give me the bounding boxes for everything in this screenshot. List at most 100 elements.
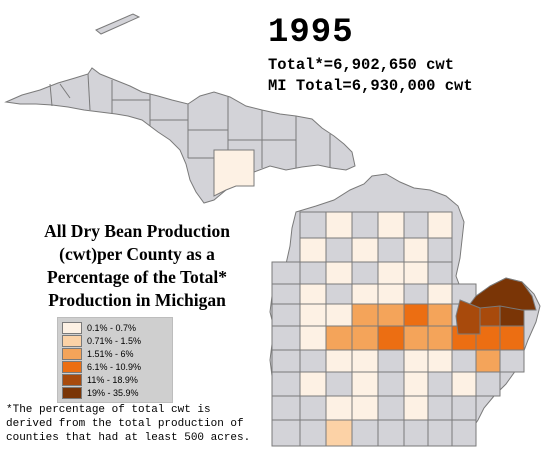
county-cell [499, 349, 525, 373]
total-line: Total*=6,902,650 cwt [268, 56, 455, 74]
legend-label: 0.1% - 0.7% [87, 323, 137, 333]
county-cell [271, 371, 301, 397]
footnote-line: counties that had at least 500 acres. [6, 432, 251, 444]
county-cell [427, 211, 453, 239]
county-cell [403, 395, 429, 421]
county-cell [427, 325, 453, 351]
county-cell [451, 419, 477, 447]
county-cell [351, 371, 379, 397]
county-cell [271, 261, 301, 285]
legend-label: 19% - 35.9% [87, 388, 139, 398]
county-cell [325, 419, 353, 447]
county-cell [325, 371, 353, 397]
title-line: Production in Michigan [48, 290, 226, 310]
county-cell [377, 283, 405, 305]
county-cell [351, 395, 379, 421]
county-huron [469, 277, 537, 311]
legend-label: 11% - 18.9% [87, 375, 138, 385]
county-cell [299, 283, 327, 305]
county-cell [271, 419, 301, 447]
county-cell [325, 325, 353, 351]
county-tuscola [455, 299, 481, 335]
county-cell [403, 283, 429, 305]
county-cell [351, 349, 379, 373]
map-title: All Dry Bean Production (cwt)per County … [8, 220, 266, 312]
county-cell [475, 371, 501, 397]
county-cell [351, 211, 379, 239]
county-cell [403, 237, 429, 263]
county-cell [403, 349, 429, 373]
county-cell [377, 419, 405, 447]
county-cell [299, 371, 327, 397]
legend-item: 6.1% - 10.9% [62, 361, 141, 373]
county-cell [271, 303, 301, 327]
legend-box: 0.1% - 0.7% 0.71% - 1.5% 1.51% - 6% 6.1%… [57, 317, 173, 403]
county-cell [403, 261, 429, 285]
upper-peninsula-outline [4, 67, 356, 204]
legend-swatch [62, 348, 82, 360]
county-cell [271, 395, 301, 421]
upper-peninsula [4, 13, 356, 204]
county-cell [427, 349, 453, 373]
legend-label: 6.1% - 10.9% [87, 362, 142, 372]
legend-swatch [62, 361, 82, 373]
county-cell [325, 261, 353, 285]
lower-peninsula [269, 173, 541, 447]
county-cell [351, 283, 379, 305]
county-cell [403, 419, 429, 447]
footnote: *The percentage of total cwt is derived … [6, 403, 306, 445]
county-cell [427, 371, 453, 397]
county-cell [271, 283, 301, 305]
county-cell [403, 303, 429, 327]
county-cell [299, 237, 327, 263]
county-border [49, 83, 53, 107]
county-cell [325, 237, 353, 263]
county-cell [403, 325, 429, 351]
legend-label: 1.51% - 6% [87, 349, 134, 359]
year-heading: 1995 [268, 14, 354, 52]
legend-item: 19% - 35.9% [62, 387, 139, 399]
county-cell [325, 395, 353, 421]
footnote-line: *The percentage of total cwt is [6, 404, 211, 416]
county-cell [427, 283, 453, 305]
county-cell [427, 303, 453, 327]
county-cell [299, 303, 327, 327]
legend-item: 0.1% - 0.7% [62, 322, 136, 334]
county-cell [377, 211, 405, 239]
county-cell [351, 419, 379, 447]
title-line: Percentage of the Total* [47, 267, 227, 287]
title-line: All Dry Bean Production [44, 221, 230, 241]
county-cell [451, 371, 477, 397]
county-cell [377, 395, 405, 421]
title-line: (cwt)per County as a [59, 244, 215, 264]
county-cell [299, 349, 327, 373]
county-cell [271, 349, 301, 373]
county-cell [299, 211, 327, 239]
county-cell [325, 303, 353, 327]
county-cell [377, 303, 405, 327]
legend-item: 0.71% - 1.5% [62, 335, 141, 347]
legend-swatch [62, 335, 82, 347]
legend-label: 0.71% - 1.5% [87, 336, 142, 346]
county-up-light [213, 149, 255, 197]
county-cell [299, 325, 327, 351]
county-cell [325, 211, 353, 239]
county-cell [475, 349, 501, 373]
county-cell [451, 349, 477, 373]
county-cell [351, 303, 379, 327]
county-cell [299, 395, 327, 421]
legend-swatch [62, 387, 82, 399]
county-cell [299, 419, 327, 447]
county-cell [351, 237, 379, 263]
legend-swatch [62, 374, 82, 386]
mi-total-line: MI Total=6,930,000 cwt [268, 77, 473, 95]
legend-swatch [62, 322, 82, 334]
county-cell [325, 349, 353, 373]
county-cell [351, 261, 379, 285]
county-cell [299, 261, 327, 285]
footnote-line: derived from the total production of [6, 418, 244, 430]
county-cell [499, 325, 525, 351]
county-cell [427, 419, 453, 447]
county-cell [351, 325, 379, 351]
